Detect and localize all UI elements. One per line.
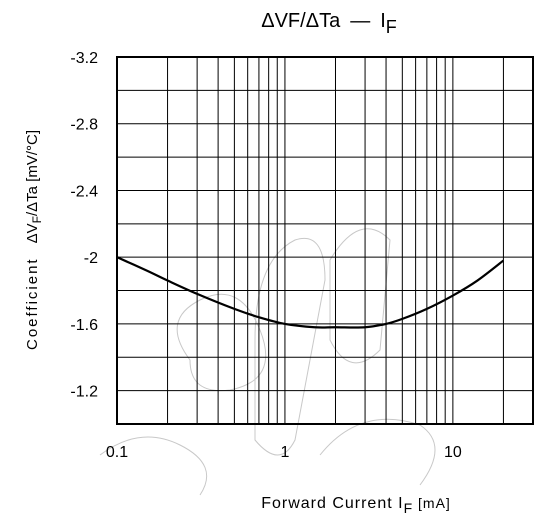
y-tick-labels: -3.2 -2.8 -2.4 -2 -1.6 -1.2: [70, 50, 98, 401]
y-tick-label: -2.8: [70, 117, 98, 134]
x-tick-label: 10: [444, 444, 462, 461]
grid: [117, 57, 533, 424]
plot-frame: [116, 56, 534, 425]
x-axis-label: Forward Current IF [mA]: [261, 495, 451, 516]
x-tick-label: 0.1: [106, 444, 128, 461]
x-tick-labels: 0.1 1 10: [106, 444, 462, 461]
y-tick-label: -3.2: [70, 50, 98, 67]
y-tick-label: -1.2: [70, 384, 98, 401]
watermark: [99, 228, 436, 496]
y-axis-label: CoefficientΔVF/ΔTa [mV/°C]: [24, 130, 44, 350]
series-line: [116, 256, 505, 329]
x-tick-label: 1: [280, 444, 289, 461]
y-tick-label: -2: [84, 250, 98, 267]
chart-title: ΔVF/ΔTa — IF: [261, 10, 397, 37]
y-tick-label: -2.4: [70, 183, 98, 200]
y-tick-label: -1.6: [70, 317, 98, 334]
series: [116, 256, 505, 329]
